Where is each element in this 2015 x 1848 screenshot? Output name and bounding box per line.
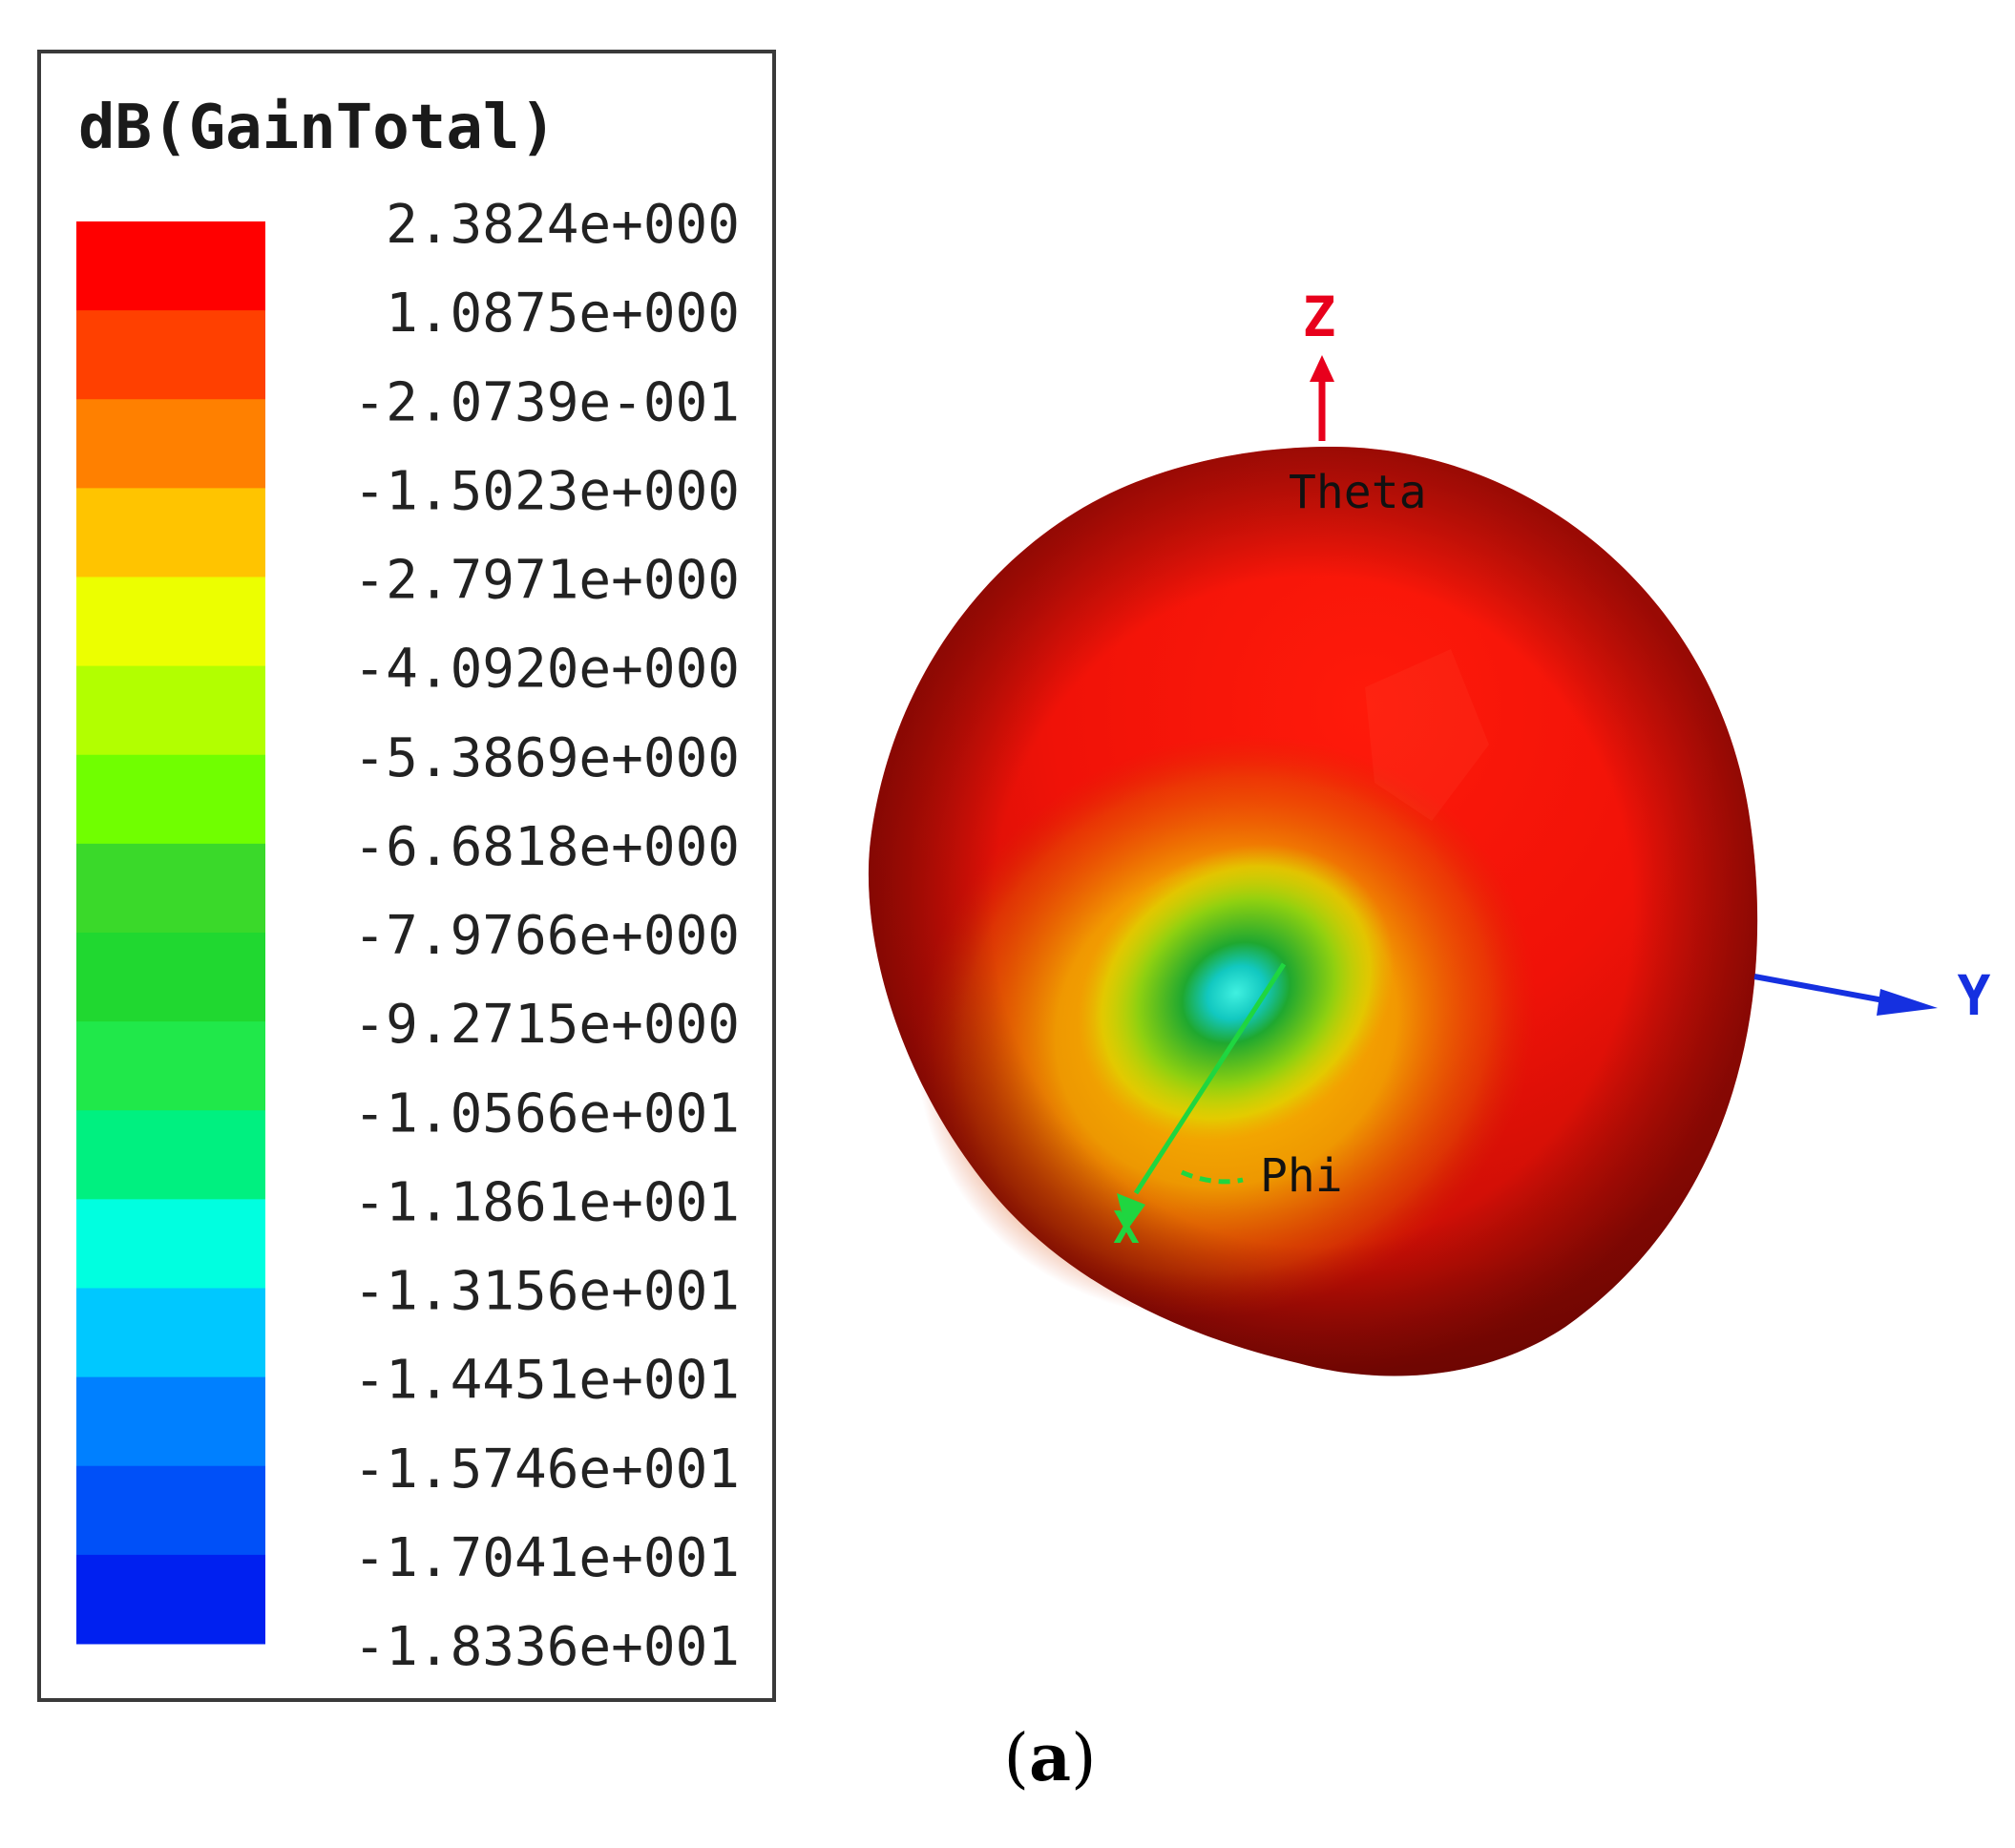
legend-band [76, 1554, 265, 1645]
legend-band [76, 577, 265, 667]
legend-band [76, 1376, 265, 1467]
legend-tick-label: 1.0875e+000 [386, 283, 740, 345]
legend-band [76, 754, 265, 845]
theta-label: Theta [1289, 466, 1427, 519]
legend-band [76, 1199, 265, 1289]
legend-band [76, 1021, 265, 1111]
y-axis-arrowhead [1877, 989, 1938, 1016]
legend-tick-label: -1.8336e+001 [353, 1616, 740, 1678]
legend-tick-label: -4.0920e+000 [353, 639, 740, 701]
x-axis-line [1133, 962, 1287, 1195]
caption-letter: a [1028, 1720, 1072, 1796]
legend-band [76, 932, 265, 1022]
legend-tick-label: -1.3156e+001 [353, 1261, 740, 1323]
legend-tick-label: -1.0566e+001 [353, 1082, 740, 1144]
legend-color-bar [76, 221, 265, 1645]
legend-band [76, 1288, 265, 1378]
caption-open-paren: ( [1003, 1721, 1029, 1796]
z-axis-label: Z [1303, 284, 1336, 349]
legend-tick-label: -1.5746e+001 [353, 1438, 740, 1501]
legend-tick-label: -1.1861e+001 [353, 1171, 740, 1233]
pattern-highlight [1365, 649, 1489, 821]
z-axis-arrowhead [1310, 355, 1334, 382]
y-axis-label: Y [1958, 963, 1991, 1028]
legend-band [76, 665, 265, 756]
legend-tick-label: -9.2715e+000 [353, 994, 740, 1056]
legend-band [76, 1110, 265, 1200]
phi-arc-indicator [1180, 1169, 1244, 1185]
phi-label: Phi [1260, 1149, 1343, 1203]
legend-tick-label: -1.7041e+001 [353, 1527, 740, 1589]
legend-band [76, 221, 265, 311]
x-axis-arrowhead [1117, 1193, 1145, 1231]
legend-band [76, 488, 265, 578]
legend-tick-label: -1.4451e+001 [353, 1350, 740, 1412]
legend-band [76, 399, 265, 489]
legend-band [76, 310, 265, 400]
legend-tick-label: -1.5023e+000 [353, 460, 740, 522]
gain-pattern-surface [868, 447, 1758, 1376]
legend-tick-label: -2.7971e+000 [353, 550, 740, 612]
legend-title: dB(GainTotal) [78, 93, 556, 163]
figure-caption: (a) [955, 1726, 1145, 1792]
color-legend: dB(GainTotal) 2.3824e+000 1.0875e+000 -2.0… [37, 50, 776, 1702]
coordinate-axes: Z Y X Phi Theta [1113, 284, 1990, 1253]
legend-tick-label: -5.3869e+000 [353, 727, 740, 789]
legend-tick-label: -2.0739e-001 [353, 371, 740, 433]
pattern-shading [868, 447, 1758, 1376]
x-axis-label: X [1113, 1202, 1140, 1253]
legend-band [76, 843, 265, 934]
caption-close-paren: ) [1071, 1721, 1097, 1796]
legend-tick-label: 2.3824e+000 [386, 194, 740, 256]
legend-tick-label: -6.6818e+000 [353, 816, 740, 878]
legend-band [76, 1465, 265, 1556]
legend-tick-labels: 2.3824e+000 1.0875e+000 -2.0739e-001 -1.502… [353, 194, 740, 1678]
legend-tick-label: -7.9766e+000 [353, 905, 740, 967]
